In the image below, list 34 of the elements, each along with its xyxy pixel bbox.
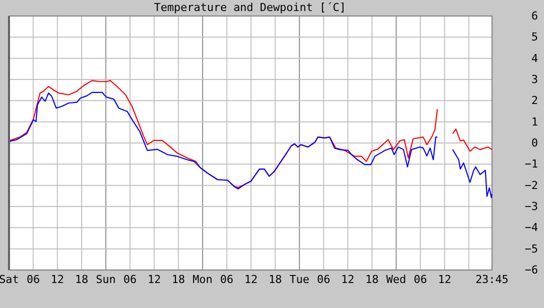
y-tick-label: −1: [524, 158, 538, 171]
y-tick-label: −2: [524, 178, 538, 192]
x-tick-label: Mon: [192, 272, 213, 286]
x-tick-label: 18: [365, 272, 379, 286]
x-tick-label: 06: [414, 272, 428, 286]
x-tick-label: 18: [268, 272, 282, 286]
x-tick-label: 12: [244, 272, 258, 286]
x-tick-label: 18: [74, 272, 88, 286]
y-tick-label: 2: [531, 94, 538, 108]
y-tick-label: 5: [531, 30, 538, 44]
x-tick-label: Tue: [289, 272, 310, 286]
y-tick-label: 6: [531, 10, 538, 23]
y-tick-label: 1: [531, 115, 538, 128]
x-tick-label: 06: [123, 272, 137, 286]
x-tick-label: 06: [26, 272, 40, 286]
x-tick-label: 12: [438, 272, 452, 286]
y-tick-label: −5: [524, 242, 538, 256]
x-tick-label: 12: [50, 272, 64, 286]
x-tick-label: 12: [148, 272, 161, 286]
x-tick-label: 23:45: [475, 272, 509, 286]
x-tick-label: Wed: [386, 272, 406, 286]
x-tick-label: Sat: [0, 272, 19, 286]
x-tick-label: 06: [220, 272, 234, 286]
y-tick-label: −4: [524, 221, 538, 234]
x-tick-label: 18: [172, 272, 186, 286]
y-tick-label: 0: [531, 136, 538, 150]
chart-title: Temperature and Dewpoint [´C]: [154, 1, 346, 14]
x-tick-label: 06: [316, 272, 330, 286]
x-tick-label: 12: [341, 272, 354, 286]
y-tick-label: 4: [531, 52, 538, 65]
y-tick-label: −3: [524, 200, 538, 214]
x-tick-label: Sun: [96, 272, 116, 286]
y-tick-label: 3: [531, 73, 538, 86]
y-tick-label: −6: [524, 264, 538, 277]
